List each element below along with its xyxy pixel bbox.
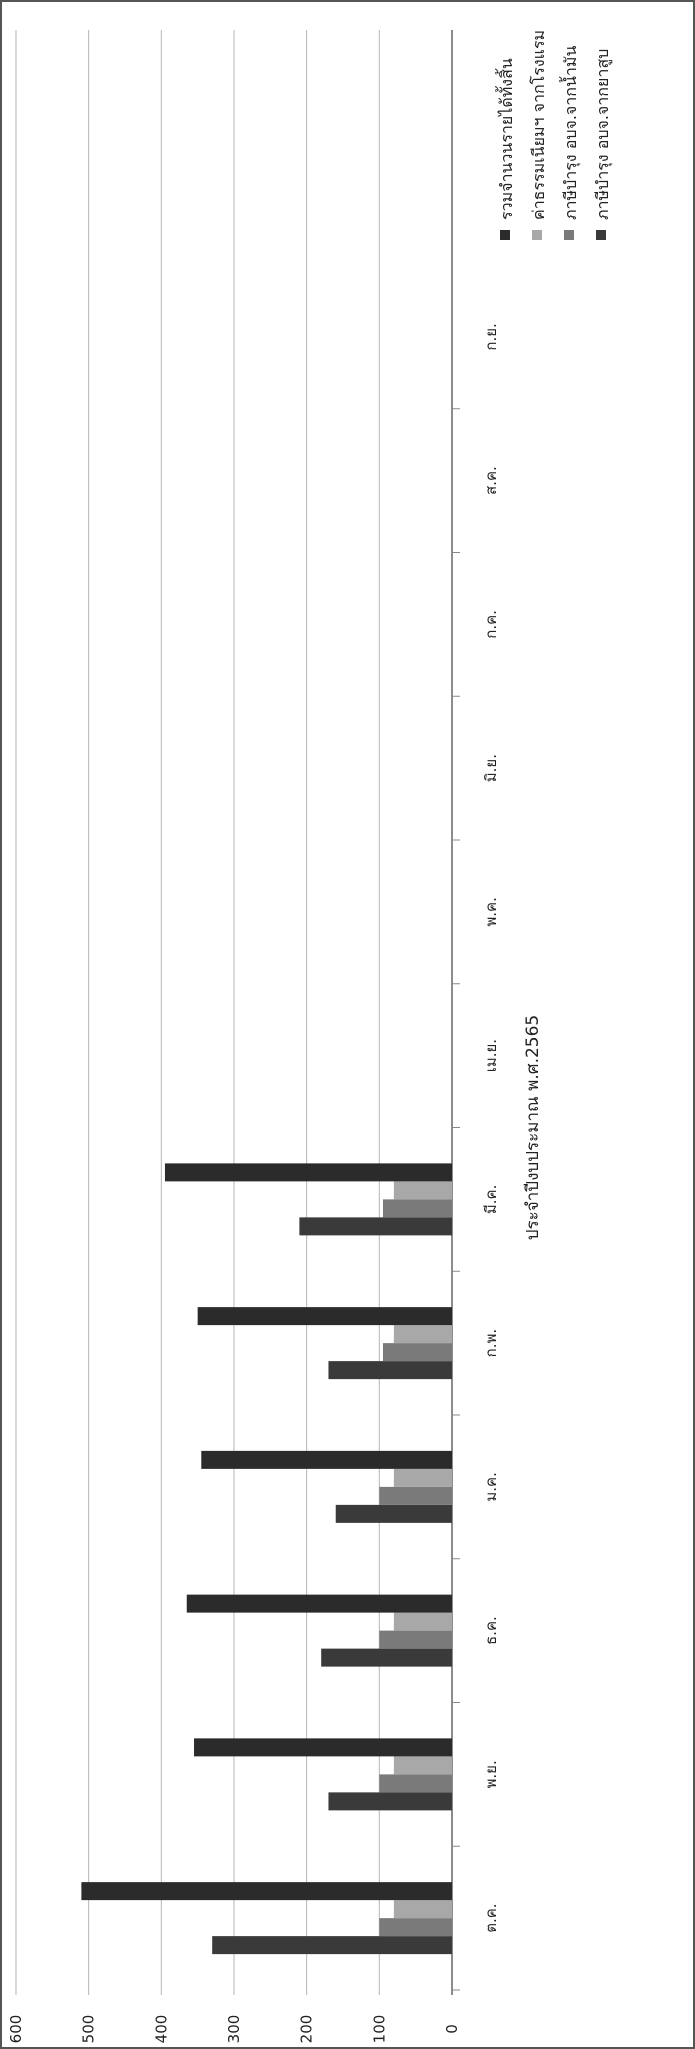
- bar: [164, 1163, 453, 1182]
- bar: [299, 1217, 452, 1236]
- legend-label: รวมจำนวนรายได้ทั้งสิ้น: [495, 58, 516, 220]
- bar: [379, 1486, 452, 1505]
- value-tick-label: 500: [80, 2015, 98, 2044]
- bar: [393, 1612, 452, 1631]
- bar: [393, 1900, 452, 1919]
- category-label: มี.ค.: [482, 1185, 500, 1214]
- value-tick-label: 0: [443, 2024, 461, 2034]
- bar: [328, 1361, 452, 1380]
- bar: [321, 1648, 452, 1667]
- category-label: ก.ค.: [482, 610, 500, 639]
- bar: [393, 1325, 452, 1344]
- bar: [212, 1936, 452, 1955]
- bar: [197, 1307, 452, 1326]
- bars-group: [81, 1163, 453, 1955]
- legend-label: ภาษีบำรุง อบจ.จากยาสูบ: [593, 49, 613, 220]
- bar: [201, 1450, 452, 1469]
- category-label: ธ.ค.: [482, 1616, 500, 1645]
- category-label: มิ.ย.: [482, 754, 500, 782]
- category-label: ม.ค.: [482, 1472, 500, 1501]
- category-label: เม.ย.: [482, 1039, 500, 1072]
- bar: [194, 1738, 453, 1757]
- bar: [379, 1918, 452, 1937]
- bar: [393, 1181, 452, 1200]
- bar: [81, 1882, 453, 1901]
- category-label: พ.ค.: [482, 897, 500, 926]
- bar: [382, 1199, 452, 1218]
- legend-swatch: [532, 230, 542, 240]
- value-tick-label: 100: [370, 2015, 388, 2044]
- category-label: ก.ย.: [482, 323, 500, 350]
- legend-swatch: [564, 230, 574, 240]
- value-tick-label: 400: [152, 2015, 170, 2044]
- bar: [382, 1343, 452, 1362]
- category-label: ต.ค.: [482, 1903, 500, 1932]
- value-tick-label: 200: [298, 2015, 316, 2044]
- value-tick-label: 600: [7, 2015, 25, 2044]
- bar: [186, 1594, 452, 1613]
- legend-label: ค่าธรรมเนียมฯ จากโรงแรม: [529, 30, 548, 220]
- x-axis-title: ประจำปีงบประมาณ พ.ศ.2565: [523, 1015, 543, 1241]
- bar: [328, 1792, 452, 1811]
- category-label: ก.พ.: [482, 1329, 500, 1358]
- legend-swatch: [500, 230, 510, 240]
- legend-swatch: [596, 230, 606, 240]
- bar: [335, 1504, 452, 1523]
- bar: [379, 1630, 452, 1649]
- bar: [393, 1468, 452, 1487]
- value-tick-label: 300: [225, 2015, 243, 2044]
- gridlines: [15, 30, 453, 1995]
- category-axis-labels: ต.ค. พ.ย. ธ.ค. ม.ค. ก.พ. มี.ค. เม.ย. พ.ค. มิ.ย. ก…: [452, 323, 500, 1991]
- bar: [379, 1774, 452, 1793]
- category-label: ส.ค.: [482, 466, 500, 495]
- category-label: พ.ย.: [482, 1760, 500, 1788]
- legend-label: ภาษีบำรุง อบจ.จากน้ำมัน: [559, 46, 581, 220]
- bar: [393, 1756, 452, 1775]
- value-axis-ticks: 0 100 200 300 400 500 600: [7, 2015, 461, 2044]
- legend: ภาษีบำรุง อบจ.จากยาสูบ ภาษีบำรุง อบจ.จากน…: [495, 30, 613, 240]
